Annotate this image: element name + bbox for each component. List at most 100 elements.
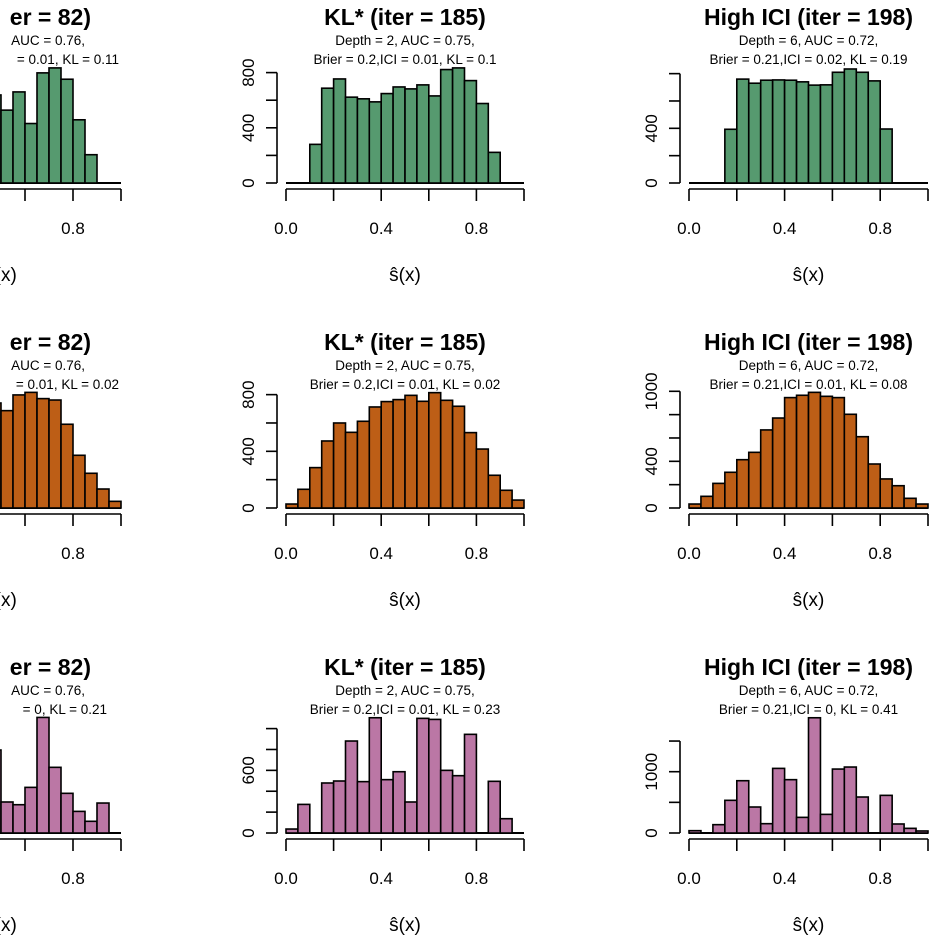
histogram-bar bbox=[783, 79, 798, 184]
histogram-bar bbox=[843, 766, 858, 834]
histogram-panel: High ICI (iter = 198) Depth = 6, AUC = 0.… bbox=[642, 329, 929, 611]
histogram-bar bbox=[712, 823, 726, 834]
panel-subtitle: Depth = 2, AUC = 0.75, bbox=[335, 33, 475, 48]
histogram-bar bbox=[368, 101, 382, 184]
panel-subtitle: Brier = 0.21,ICI = 0.02, KL = 0.19 bbox=[710, 52, 908, 67]
x-axis-label: ŝ(x) bbox=[0, 915, 17, 936]
histogram-bar bbox=[915, 830, 929, 834]
histogram-bar bbox=[380, 400, 394, 509]
histogram-bar bbox=[72, 810, 86, 834]
histogram-bar bbox=[368, 406, 382, 509]
x-tick-label: 0.0 bbox=[677, 544, 701, 563]
histogram-panel: er = 82) AUC = 0.76, = 0.01, KL = 0.11 0.8 ŝ… bbox=[0, 4, 122, 286]
histogram-bar bbox=[392, 770, 406, 834]
histogram-bar bbox=[84, 820, 98, 834]
histogram-bar bbox=[439, 399, 454, 509]
panel-title: High ICI (iter = 198) bbox=[704, 4, 913, 30]
histogram-bar bbox=[427, 718, 442, 834]
histogram-bar bbox=[320, 87, 335, 184]
histogram-bar bbox=[487, 151, 501, 184]
histogram-panel: er = 82) AUC = 0.76, = 0, KL = 0.21 0.8 ŝ(x) bbox=[0, 654, 122, 936]
panel-subtitle: AUC = 0.76, bbox=[11, 358, 85, 373]
panel-subtitle: = 0.01, KL = 0.02 bbox=[16, 377, 119, 392]
histogram-bar bbox=[427, 95, 442, 184]
panel-subtitle: Depth = 6, AUC = 0.72, bbox=[739, 358, 879, 373]
histogram-bar bbox=[819, 84, 834, 184]
histogram-bar bbox=[891, 484, 905, 509]
histogram-bar bbox=[903, 497, 917, 509]
histogram-bar bbox=[24, 786, 38, 834]
panel-subtitle: Depth = 6, AUC = 0.72, bbox=[739, 683, 879, 698]
panel-subtitle: = 0.01, KL = 0.11 bbox=[17, 52, 119, 67]
histogram-bar bbox=[867, 80, 881, 184]
x-tick-label: 0.4 bbox=[773, 869, 797, 888]
histogram-bar bbox=[771, 417, 786, 509]
panel-subtitle: AUC = 0.76, bbox=[11, 683, 85, 698]
histogram-bar bbox=[36, 716, 50, 834]
histogram-bar bbox=[747, 451, 762, 509]
x-axis-label: ŝ(x) bbox=[389, 915, 421, 936]
histogram-bar bbox=[332, 78, 347, 184]
histogram-bar bbox=[356, 98, 371, 184]
x-tick-label: 0.0 bbox=[274, 219, 298, 238]
histogram-bar bbox=[688, 829, 702, 834]
y-tick-label: 400 bbox=[642, 114, 661, 142]
histogram-bar bbox=[344, 431, 359, 509]
x-tick-label: 0.8 bbox=[868, 219, 892, 238]
histogram-bar bbox=[891, 823, 905, 834]
histogram-bar bbox=[451, 405, 466, 509]
histogram-bar bbox=[60, 792, 74, 834]
histogram-bar bbox=[747, 806, 762, 834]
histogram-bar bbox=[747, 82, 762, 184]
histogram-bar bbox=[72, 118, 86, 184]
histogram-bar bbox=[688, 503, 702, 509]
y-tick-label: 400 bbox=[642, 447, 661, 475]
histogram-bar bbox=[308, 143, 323, 184]
histogram-bar bbox=[795, 81, 810, 184]
histogram-bar bbox=[463, 431, 478, 509]
histogram-bar bbox=[416, 84, 430, 184]
histogram-bar bbox=[463, 79, 478, 184]
histogram-bar bbox=[84, 153, 98, 184]
panel-title: er = 82) bbox=[10, 654, 91, 680]
histogram-bar bbox=[499, 817, 513, 834]
y-tick-label: 0 bbox=[642, 178, 661, 187]
histogram-bar bbox=[831, 768, 846, 834]
histogram-bar bbox=[392, 398, 406, 509]
panel-subtitle: Brier = 0.21,ICI = 0.01, KL = 0.08 bbox=[710, 377, 908, 392]
histogram-bar bbox=[404, 88, 418, 184]
histogram-bar bbox=[48, 67, 62, 184]
panel-subtitle: Brier = 0.2,ICI = 0.01, KL = 0.23 bbox=[310, 702, 501, 717]
histogram-bar bbox=[344, 96, 359, 184]
x-tick-label: 0.0 bbox=[274, 544, 298, 563]
histogram-bar bbox=[0, 109, 14, 184]
y-tick-label: 0 bbox=[239, 178, 258, 187]
histogram-bar bbox=[487, 780, 501, 834]
histogram-panel: er = 82) AUC = 0.76, = 0.01, KL = 0.02 0.8 ŝ… bbox=[0, 329, 122, 611]
x-tick-label: 0.8 bbox=[465, 544, 489, 563]
histogram-bar bbox=[439, 68, 454, 184]
histogram-bar bbox=[416, 717, 430, 834]
histogram-bar bbox=[843, 68, 858, 184]
panel-title: High ICI (iter = 198) bbox=[704, 329, 913, 355]
histogram-bar bbox=[0, 749, 2, 834]
histogram-bar bbox=[795, 816, 810, 834]
y-tick-label: 800 bbox=[239, 380, 258, 408]
x-tick-label: 0.8 bbox=[465, 219, 489, 238]
panel-title: KL* (iter = 185) bbox=[324, 4, 486, 30]
histogram-bar bbox=[0, 801, 14, 834]
histogram-bar bbox=[475, 448, 490, 509]
histogram-bar bbox=[735, 78, 750, 184]
histogram-bar bbox=[332, 780, 347, 834]
y-tick-label: 400 bbox=[239, 114, 258, 142]
histogram-panel: KL* (iter = 185) Depth = 2, AUC = 0.75, Br… bbox=[239, 4, 525, 286]
histogram-bar bbox=[96, 488, 110, 509]
histogram-panel: KL* (iter = 185) Depth = 2, AUC = 0.75, Br… bbox=[239, 329, 525, 611]
histogram-bar bbox=[404, 801, 418, 834]
x-tick-label: 0.8 bbox=[61, 869, 85, 888]
histogram-bar bbox=[487, 474, 501, 509]
histogram-bar bbox=[48, 766, 62, 834]
histogram-bar bbox=[759, 79, 774, 184]
histogram-bar bbox=[72, 454, 86, 509]
